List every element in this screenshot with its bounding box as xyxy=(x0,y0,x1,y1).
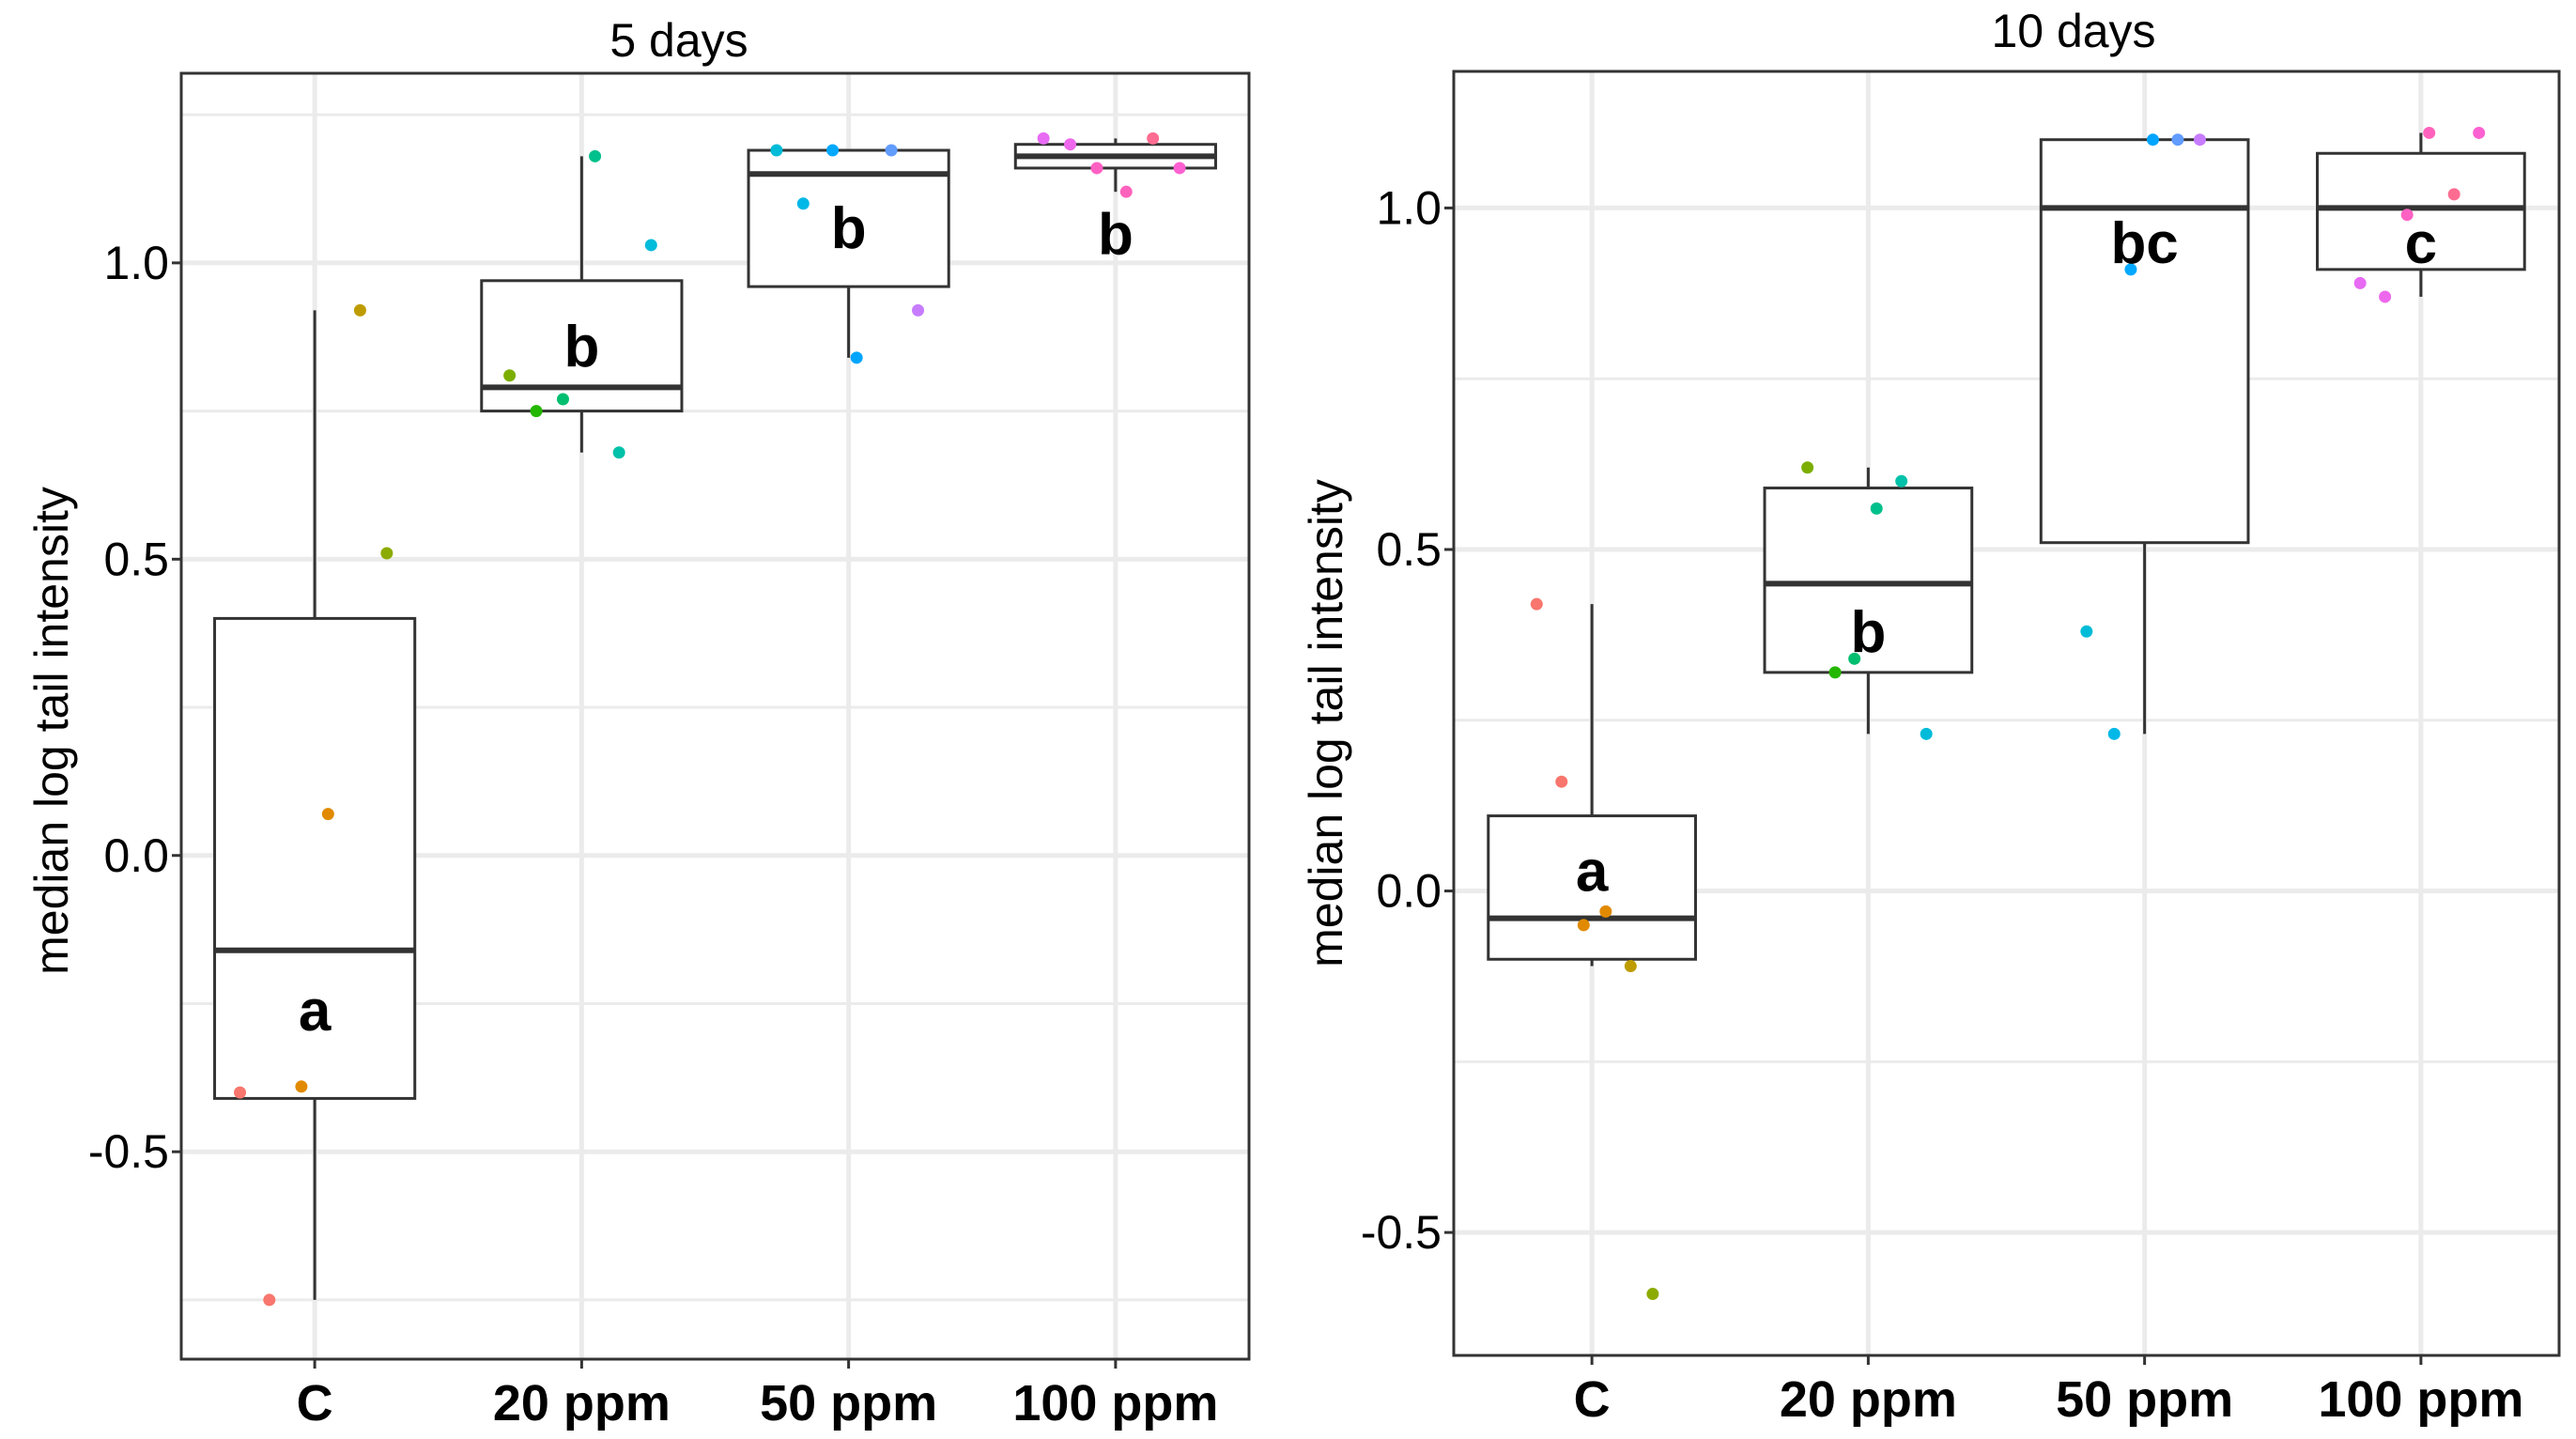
data-point xyxy=(2447,188,2460,201)
plot-frame xyxy=(179,71,1251,1361)
data-point xyxy=(1920,727,1933,740)
x-tick-label: 50 ppm xyxy=(2056,1371,2233,1428)
y-tick-label: 0.0 xyxy=(103,829,169,882)
data-point xyxy=(796,197,810,210)
data-point xyxy=(1848,652,1861,665)
box-c xyxy=(213,616,417,1100)
data-point xyxy=(912,303,925,317)
data-point xyxy=(1577,919,1590,932)
data-point xyxy=(644,239,657,252)
data-point xyxy=(1064,138,1077,151)
data-point xyxy=(2473,126,2486,139)
significance-letter-20-ppm: b xyxy=(1850,600,1886,665)
data-point xyxy=(234,1086,247,1099)
data-point xyxy=(589,149,602,162)
x-tick-label: 20 ppm xyxy=(1780,1371,1957,1428)
data-point xyxy=(295,1080,308,1093)
data-point xyxy=(1801,461,1814,474)
x-tick-label: C xyxy=(297,1375,333,1431)
chart-panel-5-days: 5 days median log tail intensity -0.5 0.0… xyxy=(25,14,1251,1431)
x-tick-label: C xyxy=(1574,1371,1611,1428)
significance-letter-c: a xyxy=(299,979,332,1044)
data-point xyxy=(1555,775,1568,788)
x-tick-label: 20 ppm xyxy=(493,1375,671,1431)
data-point xyxy=(2080,625,2093,638)
plot-frame xyxy=(1452,70,2561,1357)
data-point xyxy=(1895,474,1908,487)
data-point xyxy=(1173,162,1186,175)
data-point xyxy=(556,393,569,406)
y-tick-label: -0.5 xyxy=(1361,1206,1442,1259)
data-point xyxy=(1646,1288,1659,1301)
data-point xyxy=(1624,960,1637,973)
data-point xyxy=(1599,905,1612,918)
significance-letter-20-ppm: b xyxy=(563,315,599,379)
data-point xyxy=(770,144,783,157)
data-point xyxy=(885,144,898,157)
data-point xyxy=(826,144,840,157)
data-point xyxy=(2423,126,2436,139)
data-point xyxy=(2353,276,2367,289)
x-tick-label: 100 ppm xyxy=(1012,1375,1218,1431)
y-axis-label: median log tail intensity xyxy=(1300,479,1352,967)
data-point xyxy=(530,405,543,418)
significance-letter-100-ppm: c xyxy=(2405,211,2437,276)
y-tick-label: 0.5 xyxy=(1376,523,1442,576)
y-tick-label: 0.5 xyxy=(103,533,169,585)
data-point xyxy=(353,303,366,317)
box-c xyxy=(1487,814,1697,961)
chart-panel-10-days: 10 days median log tail intensity -0.5 0.… xyxy=(1288,0,2575,1439)
significance-letter-50-ppm: b xyxy=(831,196,867,261)
data-point xyxy=(1530,597,1543,611)
data-point xyxy=(1037,132,1050,145)
data-point xyxy=(2379,290,2392,303)
data-point xyxy=(1090,162,1103,175)
box-100-ppm xyxy=(2316,151,2526,271)
y-tick-label: 1.0 xyxy=(103,237,169,289)
data-point xyxy=(2107,727,2121,740)
significance-letter-50-ppm: bc xyxy=(2110,211,2178,276)
chart-title: 10 days xyxy=(1991,5,2155,57)
significance-letter-c: a xyxy=(1576,840,1609,905)
data-point xyxy=(2124,263,2137,276)
chart-5-days: 5 days median log tail intensity -0.5 0.0… xyxy=(25,14,1251,1431)
data-point xyxy=(1147,132,1160,145)
data-point xyxy=(2171,133,2184,147)
data-point xyxy=(2193,133,2206,147)
y-tick-label: 1.0 xyxy=(1376,181,1442,234)
significance-letter-100-ppm: b xyxy=(1098,202,1134,267)
data-point xyxy=(321,808,334,821)
data-point xyxy=(1119,185,1133,198)
x-tick-label: 50 ppm xyxy=(760,1375,937,1431)
chart-title: 5 days xyxy=(609,14,748,67)
box-50-ppm xyxy=(2039,138,2250,545)
data-point xyxy=(380,547,393,560)
box-20-ppm xyxy=(1763,487,1974,674)
data-point xyxy=(263,1293,276,1307)
y-tick-label: -0.5 xyxy=(88,1125,169,1178)
y-axis-label: median log tail intensity xyxy=(25,487,78,975)
data-point xyxy=(612,446,625,459)
data-point xyxy=(850,351,863,364)
data-point xyxy=(1828,666,1842,679)
y-tick-label: 0.0 xyxy=(1376,865,1442,918)
data-point xyxy=(1870,502,1883,515)
data-point xyxy=(2400,209,2414,222)
chart-10-days: 10 days median log tail intensity -0.5 0.… xyxy=(1300,5,2561,1428)
data-point xyxy=(2146,133,2159,147)
data-point xyxy=(503,369,517,382)
x-tick-label: 100 ppm xyxy=(2318,1371,2523,1428)
